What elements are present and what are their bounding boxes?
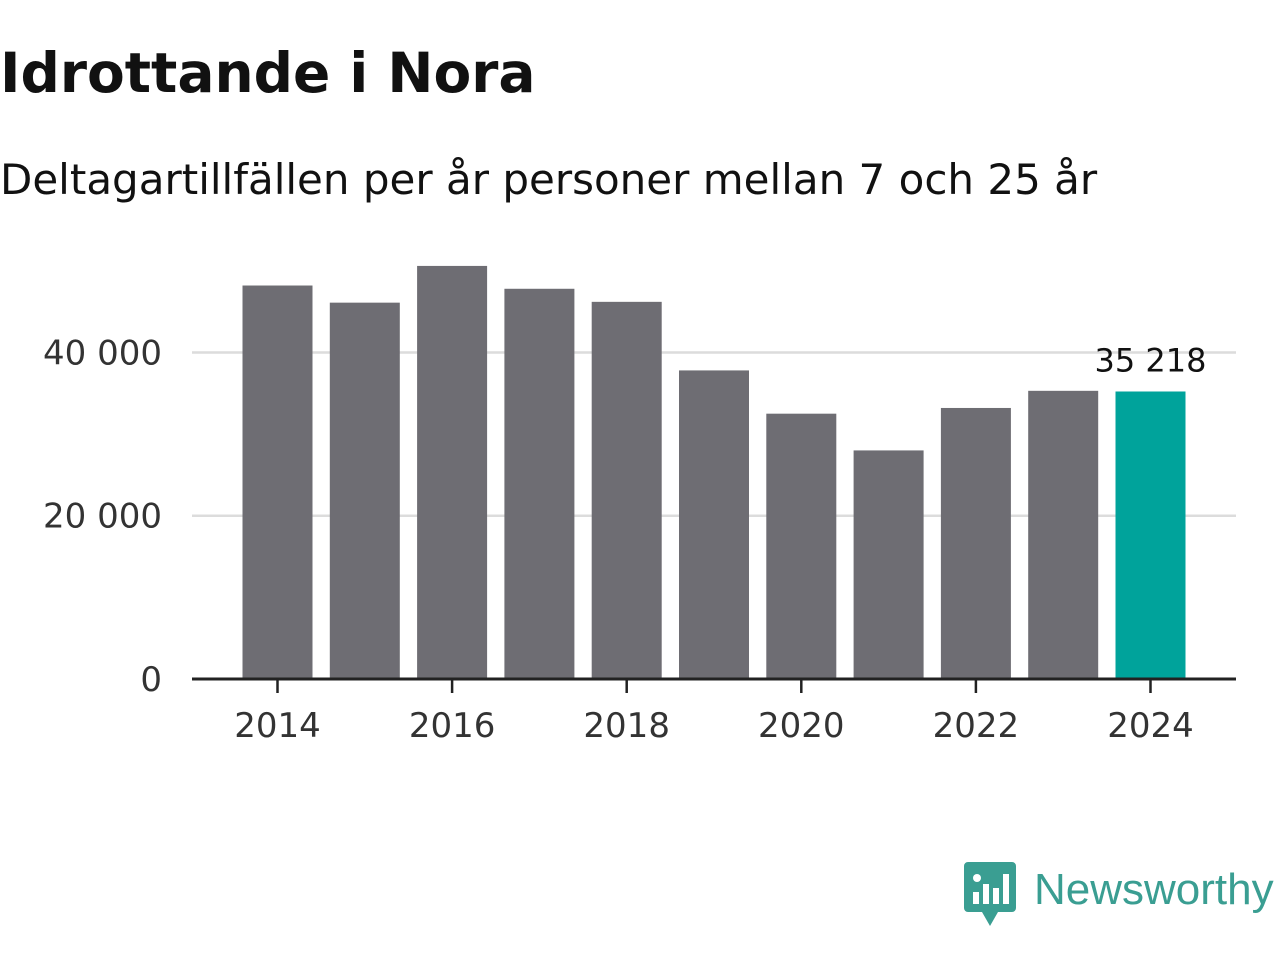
bar-2021 <box>853 450 924 679</box>
bar-2015 <box>329 302 400 679</box>
bar-2023 <box>1028 390 1099 679</box>
x-tick-label: 2014 <box>234 706 321 746</box>
x-tick-label: 2022 <box>933 706 1020 746</box>
bar-2020 <box>766 413 837 679</box>
bar-2024 <box>1115 391 1186 679</box>
x-tick-label: 2020 <box>758 706 845 746</box>
newsworthy-logo-icon <box>964 862 1016 926</box>
x-tick-label: 2018 <box>583 706 670 746</box>
newsworthy-logo-text: Newsworthy <box>1034 865 1274 914</box>
bar-2017 <box>504 288 575 679</box>
data-label-2024: 35 218 <box>1095 341 1207 379</box>
newsworthy-logo: Newsworthy <box>964 862 1274 928</box>
chart-subtitle: Deltagartillfällen per år personer mella… <box>0 155 1098 204</box>
bar-2014 <box>242 285 313 679</box>
bar-2018 <box>591 301 662 679</box>
chart-title: Idrottande i Nora <box>0 41 536 105</box>
bar-2016 <box>417 265 488 679</box>
bar-2022 <box>940 407 1011 679</box>
y-tick-label: 40 000 <box>43 333 162 373</box>
y-tick-label: 0 <box>140 660 162 700</box>
bar-2019 <box>679 370 749 679</box>
x-tick-label: 2016 <box>409 706 496 746</box>
x-tick-label: 2024 <box>1107 706 1194 746</box>
y-tick-label: 20 000 <box>43 497 162 537</box>
